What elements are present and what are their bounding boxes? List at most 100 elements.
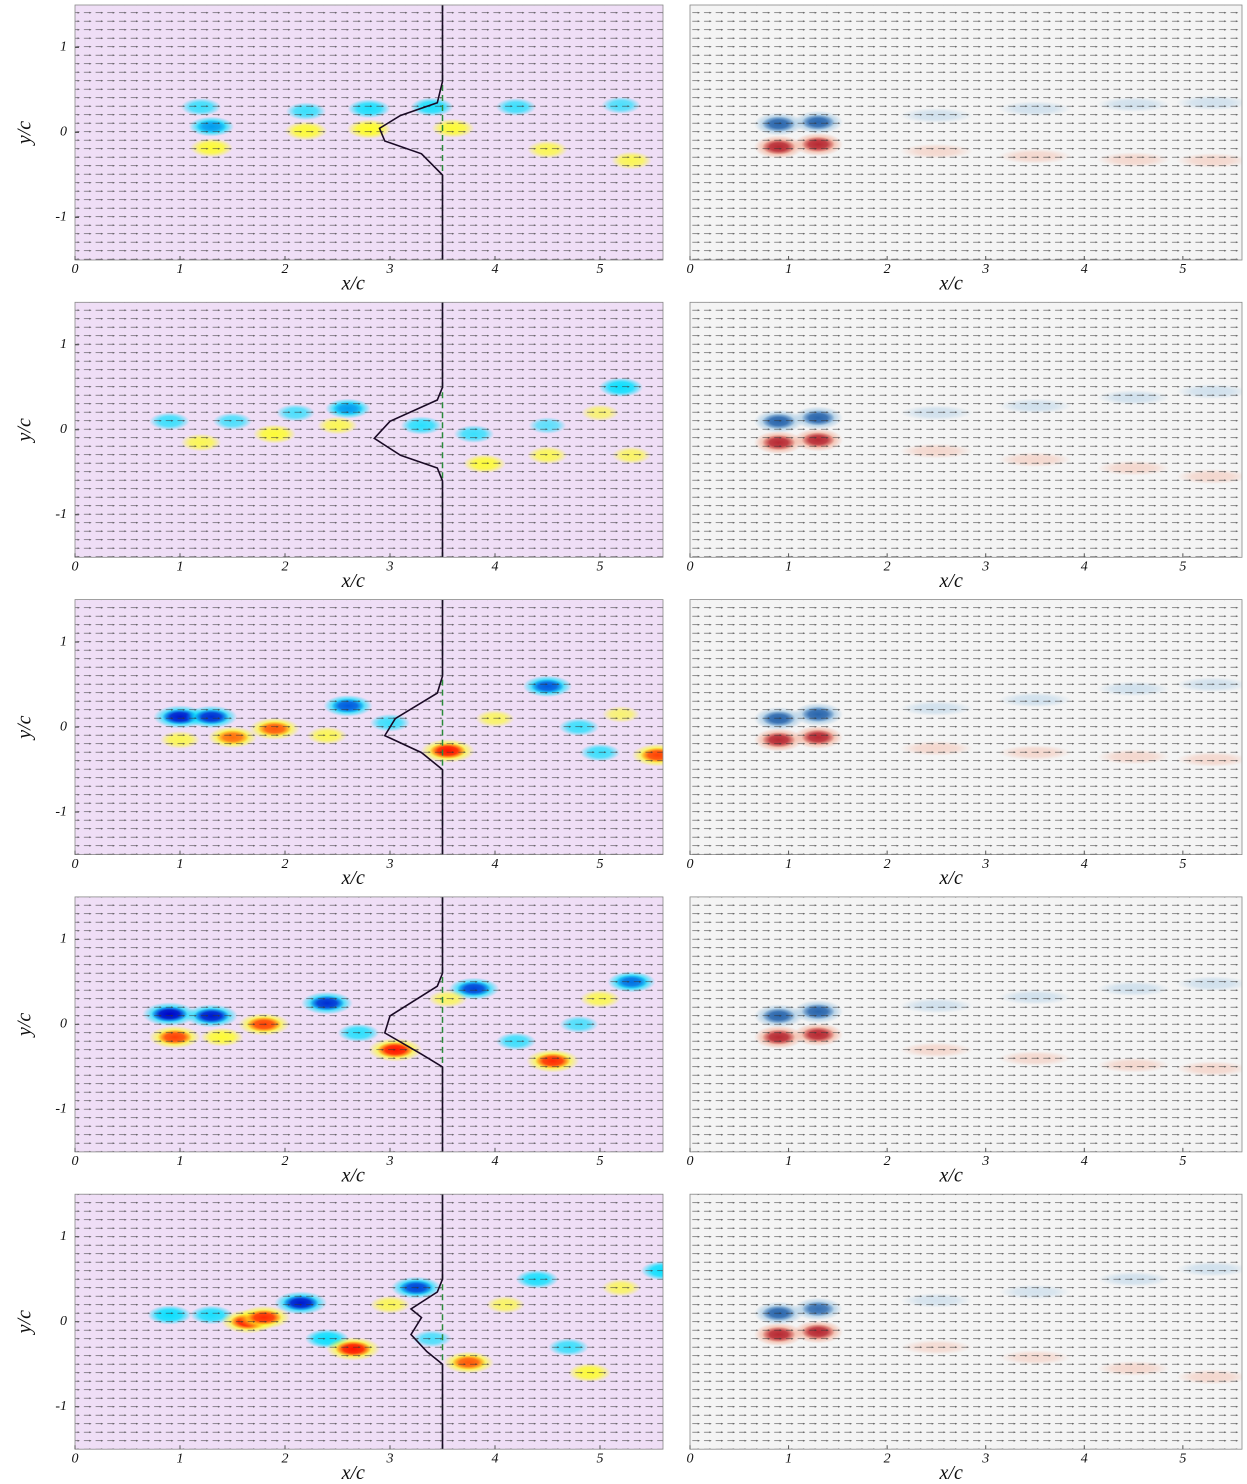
velocity-vectors	[75, 1194, 663, 1450]
x-tick-label: 5	[1179, 1451, 1186, 1466]
y-tick-label: 0	[60, 125, 67, 140]
x-tick-label: 3	[386, 857, 394, 872]
y-tick-label: 1	[60, 337, 67, 352]
x-tick-label: 3	[386, 560, 394, 575]
x-axis-label: x/c	[939, 273, 963, 295]
x-tick-label: 4	[1081, 1451, 1088, 1466]
panel: 0 1 2 3 4 5 -1 0 1 x/c y/c	[14, 896, 664, 1186]
plot-frame	[689, 301, 1243, 558]
panel: 0 1 2 3 4 5 -1 0 1 x/c y/c	[14, 1193, 664, 1484]
x-tick-label: 1	[177, 1154, 184, 1169]
y-tick-label: -1	[55, 804, 67, 819]
panel: 0 1 2 3 4 5 x/c	[687, 301, 1243, 592]
x-tick-label: 2	[884, 857, 891, 872]
x-tick-label: 0	[72, 262, 79, 277]
x-tick-label: 0	[687, 262, 694, 277]
x-tick-label: 2	[282, 262, 289, 277]
x-tick-label: 3	[386, 262, 394, 277]
velocity-profile	[383, 599, 444, 855]
x-tick-label: 4	[492, 1451, 499, 1466]
x-tick-label: 0	[687, 560, 694, 575]
y-tick-label: 0	[60, 1314, 67, 1329]
x-tick-label: 0	[72, 1451, 79, 1466]
y-tick-label: -1	[55, 1399, 67, 1414]
x-tick-label: 3	[981, 857, 989, 872]
velocity-vectors	[75, 599, 663, 855]
x-tick-label: 3	[981, 1451, 989, 1466]
x-tick-label: 4	[1081, 857, 1088, 872]
x-tick-label: 2	[282, 857, 289, 872]
x-tick-label: 4	[492, 857, 499, 872]
x-tick-label: 2	[884, 560, 891, 575]
x-tick-label: 1	[177, 857, 184, 872]
x-axis-label: x/c	[341, 867, 365, 889]
x-tick-label: 4	[492, 560, 499, 575]
panel: 0 1 2 3 4 5 -1 0 1 x/c y/c	[14, 599, 664, 889]
x-axis-label: x/c	[341, 1462, 365, 1484]
velocity-vectors	[690, 302, 1242, 558]
plot-frame	[689, 896, 1243, 1153]
y-tick-label: -1	[55, 210, 67, 225]
x-tick-label: 5	[597, 857, 604, 872]
x-axis-label: x/c	[341, 273, 365, 295]
x-tick-label: 2	[884, 1154, 891, 1169]
x-axis-label: x/c	[939, 867, 963, 889]
y-axis-label: y/c	[14, 1310, 36, 1335]
plot-frame	[689, 4, 1243, 261]
y-tick-label: 0	[60, 1017, 67, 1032]
plot-frame	[689, 599, 1243, 855]
y-tick-label: 0	[60, 719, 67, 734]
velocity-vectors	[690, 599, 1242, 855]
x-tick-label: 3	[981, 262, 989, 277]
x-tick-label: 1	[177, 1451, 184, 1466]
x-axis-label: x/c	[939, 1462, 963, 1484]
y-tick-label: -1	[55, 507, 67, 522]
x-tick-label: 1	[785, 1154, 792, 1169]
x-tick-label: 4	[1081, 560, 1088, 575]
x-tick-label: 0	[72, 560, 79, 575]
plot-frame	[689, 1193, 1243, 1450]
y-tick-label: 1	[60, 932, 67, 947]
x-tick-label: 0	[72, 1154, 79, 1169]
x-tick-label: 5	[597, 560, 604, 575]
x-tick-label: 0	[687, 1451, 694, 1466]
y-tick-label: 1	[60, 634, 67, 649]
x-tick-label: 2	[282, 560, 289, 575]
x-tick-label: 3	[386, 1154, 394, 1169]
velocity-vectors	[690, 5, 1242, 260]
x-tick-label: 5	[1179, 560, 1186, 575]
velocity-vectors	[690, 896, 1242, 1152]
x-tick-label: 1	[177, 262, 184, 277]
x-tick-label: 4	[1081, 262, 1088, 277]
x-tick-label: 2	[282, 1154, 289, 1169]
x-tick-label: 1	[177, 560, 184, 575]
x-tick-label: 4	[1081, 1154, 1088, 1169]
x-tick-label: 5	[1179, 857, 1186, 872]
x-tick-label: 1	[785, 857, 792, 872]
panel: 0 1 2 3 4 5 -1 0 1 x/c y/c	[14, 301, 664, 592]
x-axis-label: x/c	[341, 1164, 365, 1186]
x-tick-label: 1	[785, 560, 792, 575]
panel: 0 1 2 3 4 5 x/c	[687, 4, 1243, 295]
velocity-vectors	[75, 302, 663, 558]
x-tick-label: 0	[687, 857, 694, 872]
x-tick-label: 5	[597, 1154, 604, 1169]
x-tick-label: 2	[884, 1451, 891, 1466]
velocity-profile	[373, 302, 444, 558]
y-axis-label: y/c	[14, 715, 36, 740]
panel: 0 1 2 3 4 5 x/c	[687, 896, 1243, 1186]
velocity-vectors	[75, 5, 663, 260]
y-axis-label: y/c	[14, 121, 36, 146]
y-axis-label: y/c	[14, 1013, 36, 1038]
x-tick-label: 4	[492, 1154, 499, 1169]
velocity-profile	[378, 5, 444, 260]
panel: 0 1 2 3 4 5 -1 0 1 x/c y/c	[14, 4, 664, 295]
y-tick-label: -1	[55, 1102, 67, 1117]
x-tick-label: 3	[981, 1154, 989, 1169]
panel: 0 1 2 3 4 5 x/c	[687, 1193, 1243, 1484]
x-tick-label: 3	[386, 1451, 394, 1466]
x-axis-label: x/c	[341, 570, 365, 592]
x-tick-label: 4	[492, 262, 499, 277]
x-tick-label: 5	[1179, 262, 1186, 277]
